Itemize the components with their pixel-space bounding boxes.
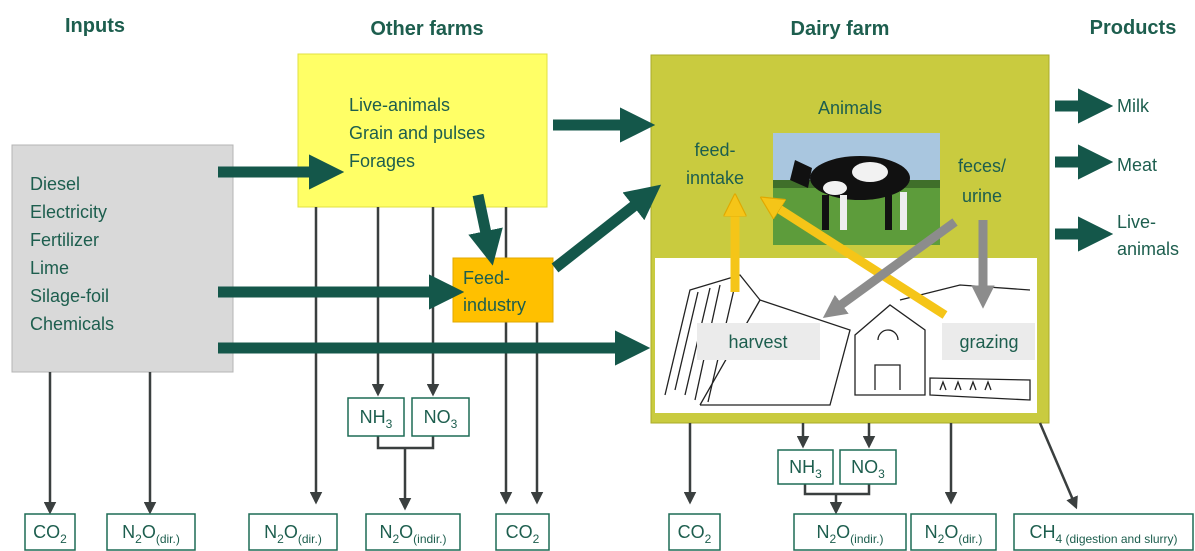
formula-part: NO [851, 457, 878, 477]
formula-part: CO [506, 522, 533, 542]
formula-part: O [399, 522, 413, 542]
subscript: (dir.) [156, 532, 180, 546]
formula-part: N [264, 522, 277, 542]
feed-industry-label: Feed- [463, 268, 510, 288]
header: Inputs [65, 15, 125, 37]
formula-part: CO [33, 522, 60, 542]
product-label: animals [1117, 239, 1179, 259]
input-item: Chemicals [30, 314, 114, 334]
subscript: 3 [451, 417, 458, 431]
product-label: Meat [1117, 155, 1157, 175]
input-item: Lime [30, 258, 69, 278]
formula-part: O [836, 522, 850, 542]
product-label: Milk [1117, 96, 1150, 116]
formula-part: N [816, 522, 829, 542]
feces-label: feces/ [958, 156, 1006, 176]
input-item: Fertilizer [30, 230, 99, 250]
subscript: (dir.) [958, 532, 982, 546]
formula-part: O [944, 522, 958, 542]
animals-label: Animals [818, 98, 882, 118]
header: Other farms [370, 18, 483, 40]
other-farm-item: Grain and pulses [349, 123, 485, 143]
subscript: 2 [705, 532, 712, 546]
subscript: 4 (digestion and slurry) [1055, 532, 1177, 546]
header: Dairy farm [791, 18, 890, 40]
input-item: Electricity [30, 202, 107, 222]
formula-part: NO [424, 407, 451, 427]
grazing-label: grazing [959, 332, 1018, 352]
other-farm-item: Live-animals [349, 95, 450, 115]
subscript: (indir.) [850, 532, 883, 546]
subscript: 2 [60, 532, 67, 546]
harvest-label: harvest [728, 332, 787, 352]
formula-part: N [122, 522, 135, 542]
header: Products [1090, 17, 1177, 39]
formula-part: N [379, 522, 392, 542]
input-item: Silage-foil [30, 286, 109, 306]
subscript: (indir.) [413, 532, 446, 546]
formula-part: O [284, 522, 298, 542]
feces-label: urine [962, 186, 1002, 206]
input-item: Diesel [30, 174, 80, 194]
other-farm-item: Forages [349, 151, 415, 171]
subscript: 3 [815, 467, 822, 481]
subscript: 3 [878, 467, 885, 481]
subscript: 2 [533, 532, 540, 546]
formula-part: O [142, 522, 156, 542]
product-label: Live- [1117, 212, 1156, 232]
formula-part: CO [678, 522, 705, 542]
formula-part: CH [1029, 522, 1055, 542]
feed-industry-label: industry [463, 295, 526, 315]
formula-part: NH [360, 407, 386, 427]
subscript: (dir.) [298, 532, 322, 546]
cow-photo [773, 133, 940, 245]
subscript: 3 [386, 417, 393, 431]
formula-part: N [925, 522, 938, 542]
feed-intake-label: inntake [686, 168, 744, 188]
feed-intake-label: feed- [694, 140, 735, 160]
formula-part: NH [789, 457, 815, 477]
diagram: Inputs Other farms Dairy farm Products [0, 0, 1195, 551]
